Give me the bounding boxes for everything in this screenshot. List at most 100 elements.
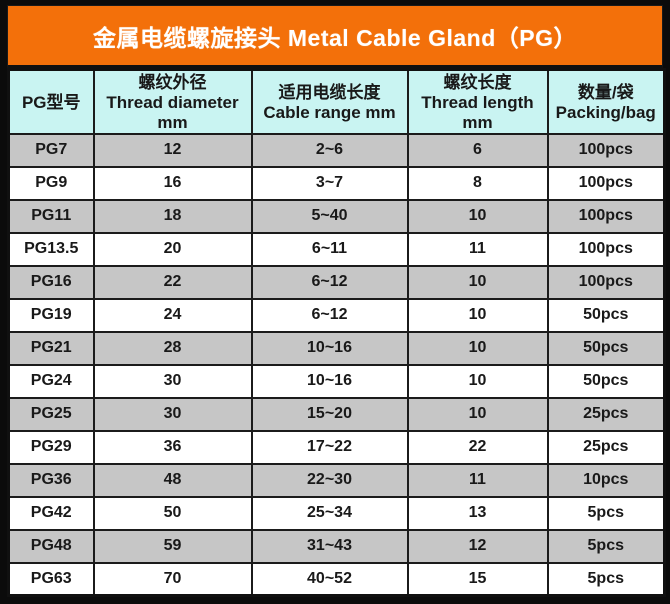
table-row: PG13.5 20 6~11 11 100pcs <box>7 231 666 267</box>
cell-packing: 100pcs <box>546 231 666 267</box>
cell-pg-model: PG16 <box>7 264 95 300</box>
cell-thread-diameter: 18 <box>92 198 253 234</box>
cell-thread-length: 22 <box>406 429 549 465</box>
cell-thread-diameter: 50 <box>92 495 253 531</box>
header-line: PG型号 <box>21 92 81 112</box>
cell-cable-range: 17~22 <box>250 429 409 465</box>
cell-cable-range: 6~12 <box>250 264 409 300</box>
header-line: mm <box>157 112 188 132</box>
cell-thread-length: 11 <box>406 462 549 498</box>
cell-cable-range: 6~12 <box>250 297 409 333</box>
header-line: 数量/袋 <box>577 82 634 102</box>
table-row: PG16 22 6~12 10 100pcs <box>7 264 666 300</box>
cell-packing: 5pcs <box>546 561 666 597</box>
cell-thread-length: 13 <box>406 495 549 531</box>
table-row: PG25 30 15~20 10 25pcs <box>7 396 666 432</box>
cell-cable-range: 6~11 <box>250 231 409 267</box>
cell-thread-diameter: 30 <box>92 363 253 399</box>
cell-packing: 25pcs <box>546 396 666 432</box>
table-row: PG48 59 31~43 12 5pcs <box>7 528 666 564</box>
table-row: PG63 70 40~52 15 5pcs <box>7 561 666 597</box>
header-line: 螺纹长度 <box>443 73 512 92</box>
cell-cable-range: 31~43 <box>250 528 409 564</box>
cell-thread-length: 10 <box>406 297 549 333</box>
cell-thread-diameter: 30 <box>92 396 253 432</box>
page-title: 金属电缆螺旋接头 Metal Cable Gland（PG） <box>93 24 577 51</box>
header-row: PG型号 螺纹外径 Thread diameter mm 适用电缆长度 Cable ran… <box>7 68 666 135</box>
cell-packing: 5pcs <box>546 495 666 531</box>
cell-cable-range: 5~40 <box>250 198 409 234</box>
cell-pg-model: PG24 <box>7 363 95 399</box>
cell-thread-length: 10 <box>406 264 549 300</box>
spec-table: PG型号 螺纹外径 Thread diameter mm 适用电缆长度 Cable ran… <box>7 68 666 598</box>
header-line: Thread diameter <box>106 92 239 112</box>
cell-thread-length: 10 <box>406 330 549 366</box>
table-row: PG36 48 22~30 11 10pcs <box>7 462 666 498</box>
cell-cable-range: 3~7 <box>250 165 409 201</box>
table-header: PG型号 螺纹外径 Thread diameter mm 适用电缆长度 Cable ran… <box>7 68 666 135</box>
cell-thread-diameter: 28 <box>92 330 253 366</box>
header-cell-pg-model: PG型号 <box>7 68 95 135</box>
cell-thread-length: 12 <box>406 528 549 564</box>
cell-cable-range: 10~16 <box>250 330 409 366</box>
cell-packing: 100pcs <box>546 132 666 168</box>
cell-pg-model: PG25 <box>7 396 95 432</box>
cell-thread-diameter: 59 <box>92 528 253 564</box>
cell-thread-diameter: 36 <box>92 429 253 465</box>
cell-packing: 25pcs <box>546 429 666 465</box>
cell-packing: 50pcs <box>546 297 666 333</box>
table-row: PG42 50 25~34 13 5pcs <box>7 495 666 531</box>
table-row: PG24 30 10~16 10 50pcs <box>7 363 666 399</box>
cell-thread-diameter: 48 <box>92 462 253 498</box>
cell-cable-range: 22~30 <box>250 462 409 498</box>
header-line: Packing/bag <box>555 102 656 122</box>
cell-thread-length: 6 <box>406 132 549 168</box>
table-row: PG7 12 2~6 6 100pcs <box>7 132 666 168</box>
table-row: PG9 16 3~7 8 100pcs <box>7 165 666 201</box>
cell-thread-diameter: 70 <box>92 561 253 597</box>
cell-packing: 50pcs <box>546 363 666 399</box>
cell-thread-diameter: 20 <box>92 231 253 267</box>
cell-packing: 50pcs <box>546 330 666 366</box>
header-cell-cable-range: 适用电缆长度 Cable range mm <box>250 68 409 135</box>
cell-pg-model: PG7 <box>7 132 95 168</box>
cell-packing: 100pcs <box>546 264 666 300</box>
table-row: PG19 24 6~12 10 50pcs <box>7 297 666 333</box>
cell-cable-range: 25~34 <box>250 495 409 531</box>
header-line: Cable range mm <box>263 102 396 122</box>
cell-pg-model: PG29 <box>7 429 95 465</box>
cell-thread-length: 10 <box>406 396 549 432</box>
cell-pg-model: PG21 <box>7 330 95 366</box>
cell-packing: 100pcs <box>546 198 666 234</box>
cell-pg-model: PG42 <box>7 495 95 531</box>
cell-pg-model: PG19 <box>7 297 95 333</box>
cell-thread-diameter: 22 <box>92 264 253 300</box>
cell-pg-model: PG9 <box>7 165 95 201</box>
title-bar: 金属电缆螺旋接头 Metal Cable Gland（PG） <box>7 5 663 68</box>
cell-packing: 100pcs <box>546 165 666 201</box>
cell-thread-length: 15 <box>406 561 549 597</box>
cell-cable-range: 15~20 <box>250 396 409 432</box>
header-line: Thread length mm <box>421 92 534 132</box>
cell-thread-diameter: 16 <box>92 165 253 201</box>
cell-pg-model: PG36 <box>7 462 95 498</box>
cell-thread-length: 10 <box>406 198 549 234</box>
cell-pg-model: PG63 <box>7 561 95 597</box>
cell-packing: 5pcs <box>546 528 666 564</box>
header-cell-thread-diameter: 螺纹外径 Thread diameter mm <box>92 68 253 135</box>
cell-thread-diameter: 24 <box>92 297 253 333</box>
cell-thread-length: 10 <box>406 363 549 399</box>
cell-pg-model: PG13.5 <box>7 231 95 267</box>
cell-pg-model: PG11 <box>7 198 95 234</box>
cell-cable-range: 10~16 <box>250 363 409 399</box>
cell-pg-model: PG48 <box>7 528 95 564</box>
cell-cable-range: 40~52 <box>250 561 409 597</box>
cell-packing: 10pcs <box>546 462 666 498</box>
table-row: PG29 36 17~22 22 25pcs <box>7 429 666 465</box>
cell-cable-range: 2~6 <box>250 132 409 168</box>
header-cell-thread-length: 螺纹长度 Thread length mm <box>406 68 549 135</box>
header-cell-packing: 数量/袋 Packing/bag <box>546 68 666 135</box>
cell-thread-length: 8 <box>406 165 549 201</box>
cell-thread-diameter: 12 <box>92 132 253 168</box>
